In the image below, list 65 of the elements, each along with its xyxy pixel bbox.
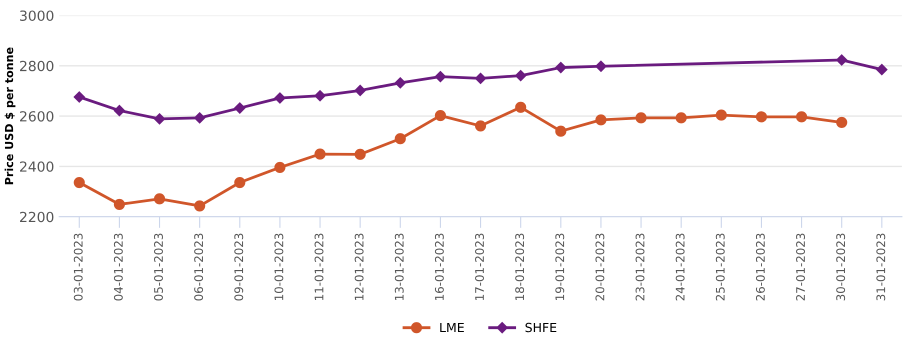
y-tick-label: 2800 xyxy=(20,60,54,72)
point xyxy=(555,126,566,137)
x-tick-label: 13-01-2023 xyxy=(394,234,404,300)
point xyxy=(274,92,286,104)
y-tick-label: 2400 xyxy=(20,161,54,172)
x-tick-label: 12-01-2023 xyxy=(354,234,364,300)
x-tick-label: 05-01-2023 xyxy=(154,234,163,301)
x-tick-label: 06-01-2023 xyxy=(194,234,204,301)
x-tick-label: 23-01-2023 xyxy=(636,234,644,300)
point xyxy=(114,198,125,210)
x-tick-label: 19-01-2023 xyxy=(555,234,564,300)
point xyxy=(234,176,246,188)
x-tick-label: 24-01-2023 xyxy=(676,234,685,300)
x-tick-label: 30-01-2023 xyxy=(836,234,846,300)
point xyxy=(876,64,888,76)
point xyxy=(434,110,446,122)
point xyxy=(394,77,406,88)
point xyxy=(74,91,85,103)
x-tick-label: 25-01-2023 xyxy=(716,234,725,300)
x-tick-label: 16-01-2023 xyxy=(434,234,444,300)
point xyxy=(595,60,607,72)
y-tick-label: 2600 xyxy=(20,111,54,122)
point xyxy=(716,110,727,121)
point xyxy=(515,70,526,82)
legend-label: SHFE xyxy=(525,322,556,332)
point xyxy=(74,176,85,188)
point xyxy=(354,148,366,160)
legend-label: LME xyxy=(440,322,464,332)
x-tick-label: 31-01-2023 xyxy=(876,234,886,300)
x-tick-label: 10-01-2023 xyxy=(274,234,284,300)
y-axis-title: Price USD $ per tonne xyxy=(4,48,16,184)
x-tick-label: 04-01-2023 xyxy=(114,234,123,301)
point xyxy=(756,111,767,122)
point xyxy=(194,112,206,124)
y-tick-label: 2200 xyxy=(20,212,54,222)
point xyxy=(274,162,286,173)
point xyxy=(676,112,687,124)
point xyxy=(154,113,166,124)
point xyxy=(194,200,206,212)
point xyxy=(836,116,848,128)
x-tick-label: 27-01-2023 xyxy=(796,234,805,300)
x-tick-label: 11-01-2023 xyxy=(314,234,324,300)
point xyxy=(314,148,326,160)
x-tick-label: 17-01-2023 xyxy=(475,234,484,300)
x-tick-label: 03-01-2023 xyxy=(74,234,83,301)
point xyxy=(474,120,486,132)
point xyxy=(394,133,406,144)
point xyxy=(836,54,848,66)
point xyxy=(354,84,366,96)
point xyxy=(314,90,326,102)
point xyxy=(555,62,566,74)
point xyxy=(154,193,166,204)
x-tick-label: 20-01-2023 xyxy=(595,234,604,300)
point xyxy=(796,111,808,122)
point xyxy=(474,72,486,84)
point xyxy=(234,102,246,114)
point xyxy=(515,102,526,113)
point xyxy=(114,104,126,116)
x-tick-label: 26-01-2023 xyxy=(756,234,765,300)
y-tick-label: 3000 xyxy=(20,10,54,21)
point xyxy=(434,71,446,82)
x-tick-label: 09-01-2023 xyxy=(234,234,244,301)
point xyxy=(636,112,647,124)
point xyxy=(595,114,606,126)
x-tick-label: 18-01-2023 xyxy=(515,234,524,300)
